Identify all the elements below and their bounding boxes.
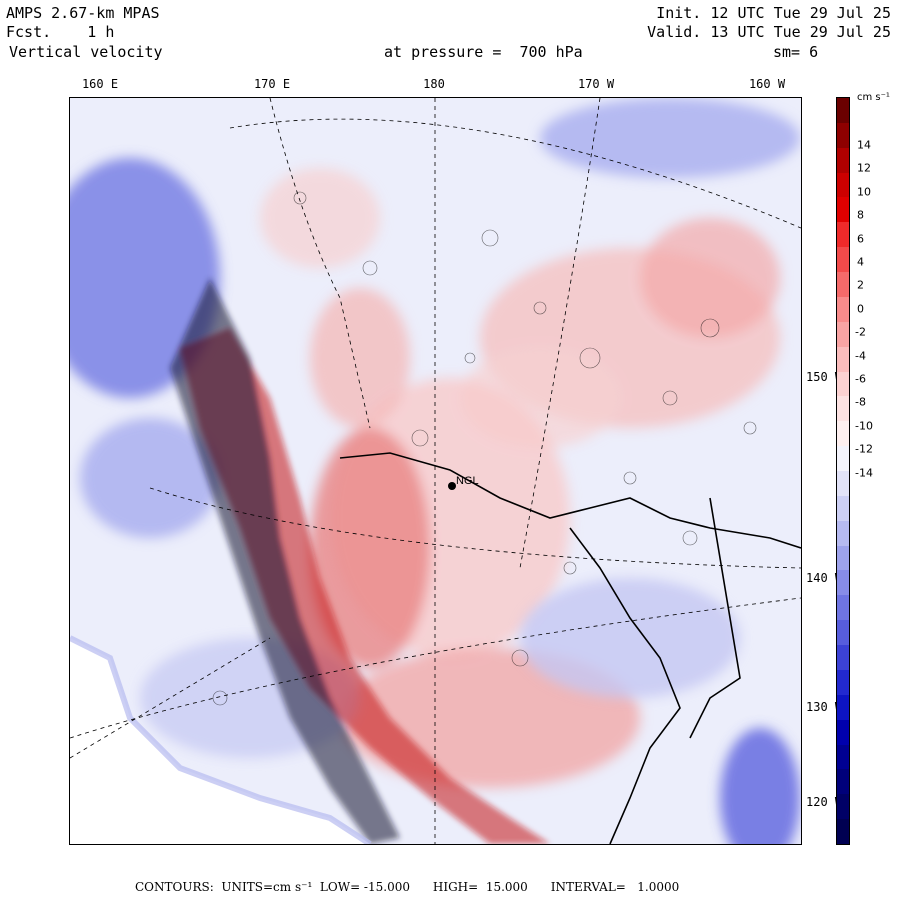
colorbar-swatch [837,122,849,149]
contour-units: UNITS=cm s⁻¹ [221,880,313,894]
forecast-hour: Fcst. 1 h [6,23,115,41]
contour-low: LOW= -15.000 [319,880,410,894]
colorbar-tick-label: 8 [857,208,864,222]
colorbar-swatch [837,321,849,348]
colorbar-tick-label: 14 [857,138,871,152]
contour-speckles [212,191,757,706]
colorbar-swatch [837,346,849,373]
pressure-level: at pressure = 700 hPa [384,43,583,61]
lon-label-170w: 170 W [577,77,615,91]
colorbar-swatch [837,520,849,547]
coastline [339,452,801,844]
colorbar-swatch [837,595,849,621]
colorbar-swatch [837,421,849,447]
colorbar-tick-label: -4 [855,349,866,363]
ocean-area [70,638,370,844]
colorbar-swatch [837,446,849,472]
colorbar-swatch [837,645,849,671]
colorbar-swatch [837,197,849,223]
colorbar-swatch [837,819,849,845]
descent-areas [70,98,800,844]
colorbar-swatch [837,272,849,298]
lon-label-160w: 160 W [748,77,786,91]
colorbar-tick-label: 4 [857,255,864,269]
colorbar-tick-label: -14 [855,466,873,480]
contour-high: HIGH= 15.000 [432,880,528,894]
colorbar-swatch [837,471,849,497]
map-canvas: NGL [70,98,801,844]
contours-label: CONTOURS: [135,880,214,894]
colorbar-swatch [837,147,849,174]
colorbar-swatch [837,620,849,646]
colorbar-swatch [837,769,849,795]
colorbar-swatch [837,98,849,124]
smoothing: sm= 6 [773,43,819,61]
colorbar-swatch [837,495,849,522]
colorbar-tick-label: 6 [857,232,864,246]
colorbar-swatch [837,247,849,273]
colorbar-swatch [837,545,849,571]
field-name: Vertical velocity [9,43,163,61]
colorbar-tick-label: 12 [857,161,871,175]
colorbar-tick-label: 0 [857,302,864,316]
colorbar-swatch [837,719,849,746]
colorbar-swatch [837,694,849,721]
colorbar-tick-label: -12 [855,442,873,456]
station-label: NGL [456,475,479,487]
colorbar-tick-label: -10 [855,419,873,433]
colorbar-swatch [837,371,849,397]
colorbar [836,97,850,845]
colorbar-tick-label: -2 [855,325,866,339]
contour-info: CONTOURS: UNITS=cm s⁻¹ LOW= -15.000 HIGH… [135,880,679,894]
colorbar-tick-label: 2 [857,278,864,292]
colorbar-tick-label: -6 [855,372,866,386]
lon-label-170e: 170 E [253,77,291,91]
init-time: Init. 12 UTC Tue 29 Jul 25 [656,4,891,22]
colorbar-tick-label: -8 [855,395,866,409]
vertical-velocity-map: NGL [69,97,802,845]
lon-label-180: 180 [423,77,445,91]
colorbar-tick-label: 10 [857,185,871,199]
colorbar-swatch [837,296,849,323]
mountain-wave-band [170,278,550,844]
colorbar-swatch [837,396,849,422]
colorbar-swatch [837,570,849,596]
graticule [70,98,801,844]
colorbar-swatch [837,744,849,770]
colorbar-swatch [837,794,849,820]
station-ngl: NGL [448,475,479,490]
model-title: AMPS 2.67-km MPAS [6,4,160,22]
valid-time: Valid. 13 UTC Tue 29 Jul 25 [647,23,891,41]
colorbar-units: cm s⁻¹ [857,92,890,103]
lon-label-160e: 160 E [81,77,119,91]
contour-interval: INTERVAL= 1.0000 [550,880,680,894]
colorbar-swatch [837,172,849,198]
colorbar-swatch [837,222,849,248]
colorbar-swatch [837,669,849,696]
